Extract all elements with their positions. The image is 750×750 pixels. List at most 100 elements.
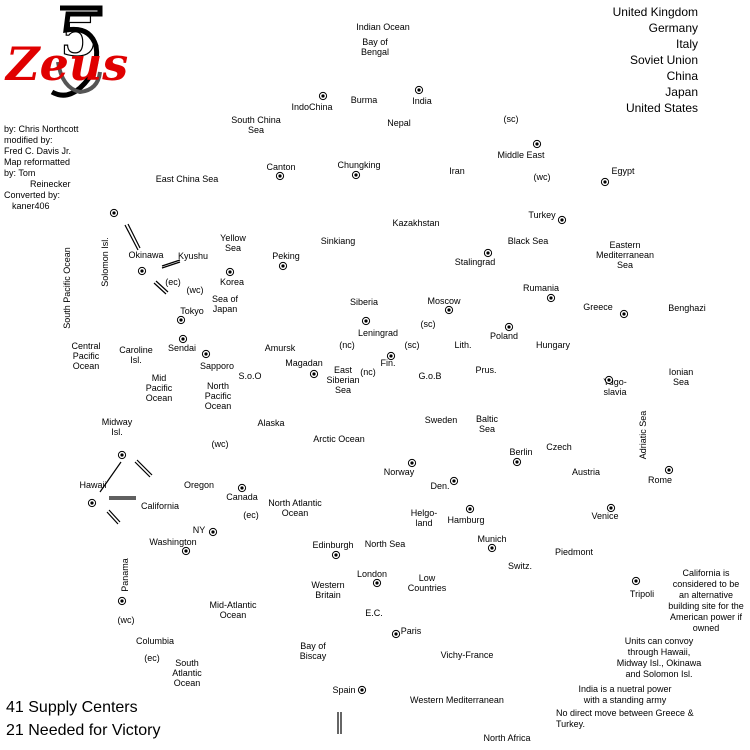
region-berlin[interactable]: Berlin [509,447,533,467]
region-hamburg[interactable]: Hamburg [447,504,485,525]
region-london[interactable]: London [357,569,387,588]
region-hungary[interactable]: Hungary [536,340,571,350]
region-north-sea[interactable]: North Sea [365,539,406,549]
region-hawaii[interactable]: Hawaii [79,480,107,508]
region-rome[interactable]: Rome [648,465,674,485]
region-indian-ocean[interactable]: Indian Ocean [356,22,410,32]
region-mid-pacific-ocean[interactable]: Mid Pacific Ocean [146,373,173,403]
region-siberia[interactable]: Siberia [350,297,378,307]
region-nepal[interactable]: Nepal [387,118,411,128]
region-label: G.o.B [418,371,441,381]
region-midway-isl[interactable]: Midway Isl. [102,417,133,460]
region-washington[interactable]: Washington [149,537,197,556]
region-east-china-sea[interactable]: East China Sea [156,174,219,184]
region-label: South Pacific Ocean [62,247,72,329]
region-munich[interactable]: Munich [477,534,507,553]
region-spain[interactable]: Spain [332,685,367,695]
region-piedmont[interactable]: Piedmont [555,547,594,557]
region-solomon-isl[interactable]: Solomon Isl. [100,208,119,287]
region-e-c[interactable]: E.C. [365,608,383,618]
region-sapporo[interactable]: Sapporo [200,361,234,371]
supply-center-core [278,174,282,178]
region-rumania[interactable]: Rumania [523,283,559,303]
region-s-o-o[interactable]: S.o.O [238,371,261,381]
region-sendai[interactable]: Sendai [168,334,196,353]
region-egypt[interactable]: Egypt [600,166,635,187]
power-name: Japan [665,85,698,99]
region-den[interactable]: Den. [430,476,459,491]
region-prus[interactable]: Prus. [475,365,496,375]
region-magadan[interactable]: Magadan [285,358,323,379]
region-sweden[interactable]: Sweden [425,415,458,425]
region-yellow-sea[interactable]: Yellow Sea [220,233,246,253]
region-sea-of-japan[interactable]: Sea of Japan [212,294,239,314]
region-norway[interactable]: Norway [384,458,417,477]
region-bay-of-biscay[interactable]: Bay of Biscay [300,641,327,661]
region-indochina[interactable]: IndoChina [291,91,333,112]
region-north-atlantic-ocean[interactable]: North Atlantic Ocean [268,498,322,518]
region-kazakhstan[interactable]: Kazakhstan [392,218,439,228]
region-okinawa[interactable]: Okinawa [128,250,164,276]
region-benghazi[interactable]: Benghazi [668,303,706,313]
region-korea[interactable]: Korea [220,267,244,287]
region-poland[interactable]: Poland [490,322,518,341]
region-north-pacific-ocean[interactable]: North Pacific Ocean [205,381,232,411]
region-low-countries[interactable]: Low Countries [408,573,447,593]
region-leningrad[interactable]: Leningrad [358,316,398,338]
region-kyushu[interactable]: Kyushu [178,251,208,261]
region-south-atlantic-ocean[interactable]: South Atlantic Ocean [172,658,202,688]
region-middle-east[interactable]: Middle East [497,139,545,160]
region-black-sea[interactable]: Black Sea [508,236,549,246]
region-yugoslavia[interactable]: Yugo-slavia [603,375,627,397]
region-g-o-b[interactable]: G.o.B [418,371,441,381]
region-east-siberian-sea[interactable]: East Siberian Sea [326,365,359,395]
region-label: Columbia [136,636,174,646]
region-fin[interactable]: Fin. [380,351,396,368]
region-eastern-mediterranean-sea[interactable]: Eastern Mediterranean Sea [596,240,654,270]
region-venice[interactable]: Venice [591,503,619,521]
region-panama[interactable]: Panama [117,558,130,606]
region-stalingrad[interactable]: Stalingrad [455,248,496,267]
region-adriatic-sea[interactable]: Adriatic Sea [638,411,648,460]
region-turkey[interactable]: Turkey [528,210,567,225]
region-mid-atlantic-ocean[interactable]: Mid-Atlantic Ocean [209,600,257,620]
region-burma[interactable]: Burma [351,95,378,105]
region-chungking[interactable]: Chungking [337,160,381,180]
region-paris[interactable]: Paris [391,626,422,639]
region-south-pacific-ocean[interactable]: South Pacific Ocean [62,247,72,329]
region-canton[interactable]: Canton [266,162,296,181]
region-baltic-sea[interactable]: Baltic Sea [476,414,499,434]
region-arctic-ocean[interactable]: Arctic Ocean [313,434,365,444]
region-greece[interactable]: Greece [583,302,629,319]
region-helgoland[interactable]: Helgo-land [411,508,438,528]
region-bay-of-bengal[interactable]: Bay of Bengal [361,37,389,57]
region-czech[interactable]: Czech [546,442,572,452]
region-ionian-sea[interactable]: Ionian Sea [669,367,694,387]
region-lith[interactable]: Lith. [454,340,471,350]
region-canada[interactable]: Canada [226,483,258,502]
region-tokyo[interactable]: Tokyo [176,306,204,325]
region-california[interactable]: California [141,501,179,511]
region-caroline-isl[interactable]: Caroline Isl. [119,345,211,365]
region-western-britain[interactable]: Western Britain [311,580,344,600]
region-oregon[interactable]: Oregon [184,480,214,490]
region-india[interactable]: India [412,85,432,106]
region-columbia[interactable]: Columbia [136,636,174,646]
region-western-mediterranean[interactable]: Western Mediterranean [410,695,504,705]
region-vichy-france[interactable]: Vichy-France [441,650,494,660]
region-moscow[interactable]: Moscow [427,296,461,315]
region-iran[interactable]: Iran [449,166,465,176]
region-label: India [412,96,432,106]
region-peking[interactable]: Peking [272,251,300,271]
region-central-pacific-ocean[interactable]: Central Pacific Ocean [71,341,100,371]
region-sinkiang[interactable]: Sinkiang [321,236,356,246]
region-south-china-sea[interactable]: South China Sea [231,115,281,135]
region-tripoli[interactable]: Tripoli [630,576,654,599]
region-austria[interactable]: Austria [572,467,600,477]
region-alaska[interactable]: Alaska [257,418,284,428]
region-ny[interactable]: NY [193,525,218,537]
region-north-africa[interactable]: North Africa [483,733,530,743]
region-switz[interactable]: Switz. [508,561,532,571]
region-amursk[interactable]: Amursk [265,343,296,353]
region-edinburgh[interactable]: Edinburgh [312,540,354,560]
